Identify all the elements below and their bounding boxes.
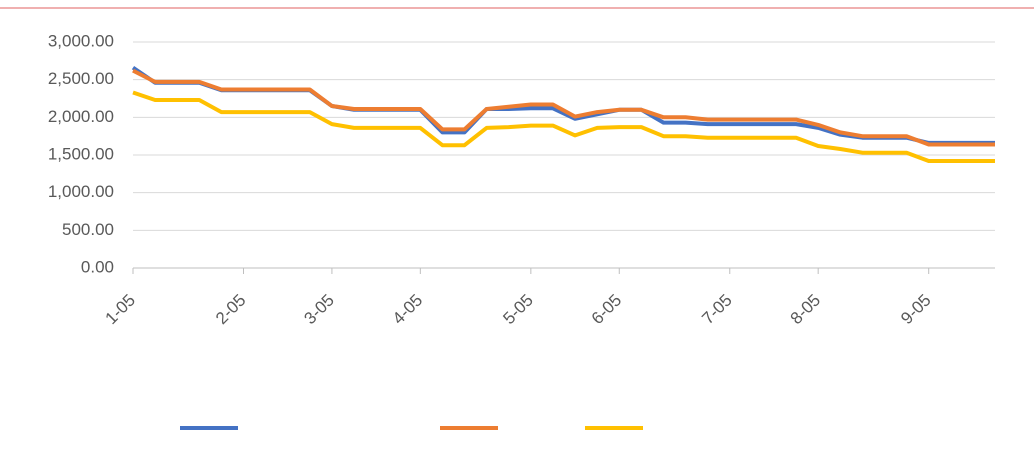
y-tick-label: 500.00 — [62, 220, 114, 239]
y-tick-label: 2,000.00 — [48, 107, 114, 126]
x-tick-label: 9-05 — [897, 291, 934, 328]
y-tick-label: 1,000.00 — [48, 182, 114, 201]
x-tick-label: 1-05 — [102, 291, 139, 328]
x-tick-label: 4-05 — [389, 291, 426, 328]
y-tick-label: 2,500.00 — [48, 69, 114, 88]
x-tick-label: 7-05 — [698, 291, 735, 328]
series-line — [132, 68, 995, 147]
x-tick-label: 6-05 — [588, 291, 625, 328]
x-tick-label: 2-05 — [212, 291, 249, 328]
y-tick-label: 3,000.00 — [48, 31, 114, 50]
series-line — [132, 90, 995, 163]
x-tick-label: 3-05 — [300, 291, 337, 328]
y-tick-label: 1,500.00 — [48, 144, 114, 163]
y-tick-label: 0.00 — [81, 257, 114, 276]
x-tick-label: 8-05 — [787, 291, 824, 328]
x-tick-label: 5-05 — [499, 291, 536, 328]
